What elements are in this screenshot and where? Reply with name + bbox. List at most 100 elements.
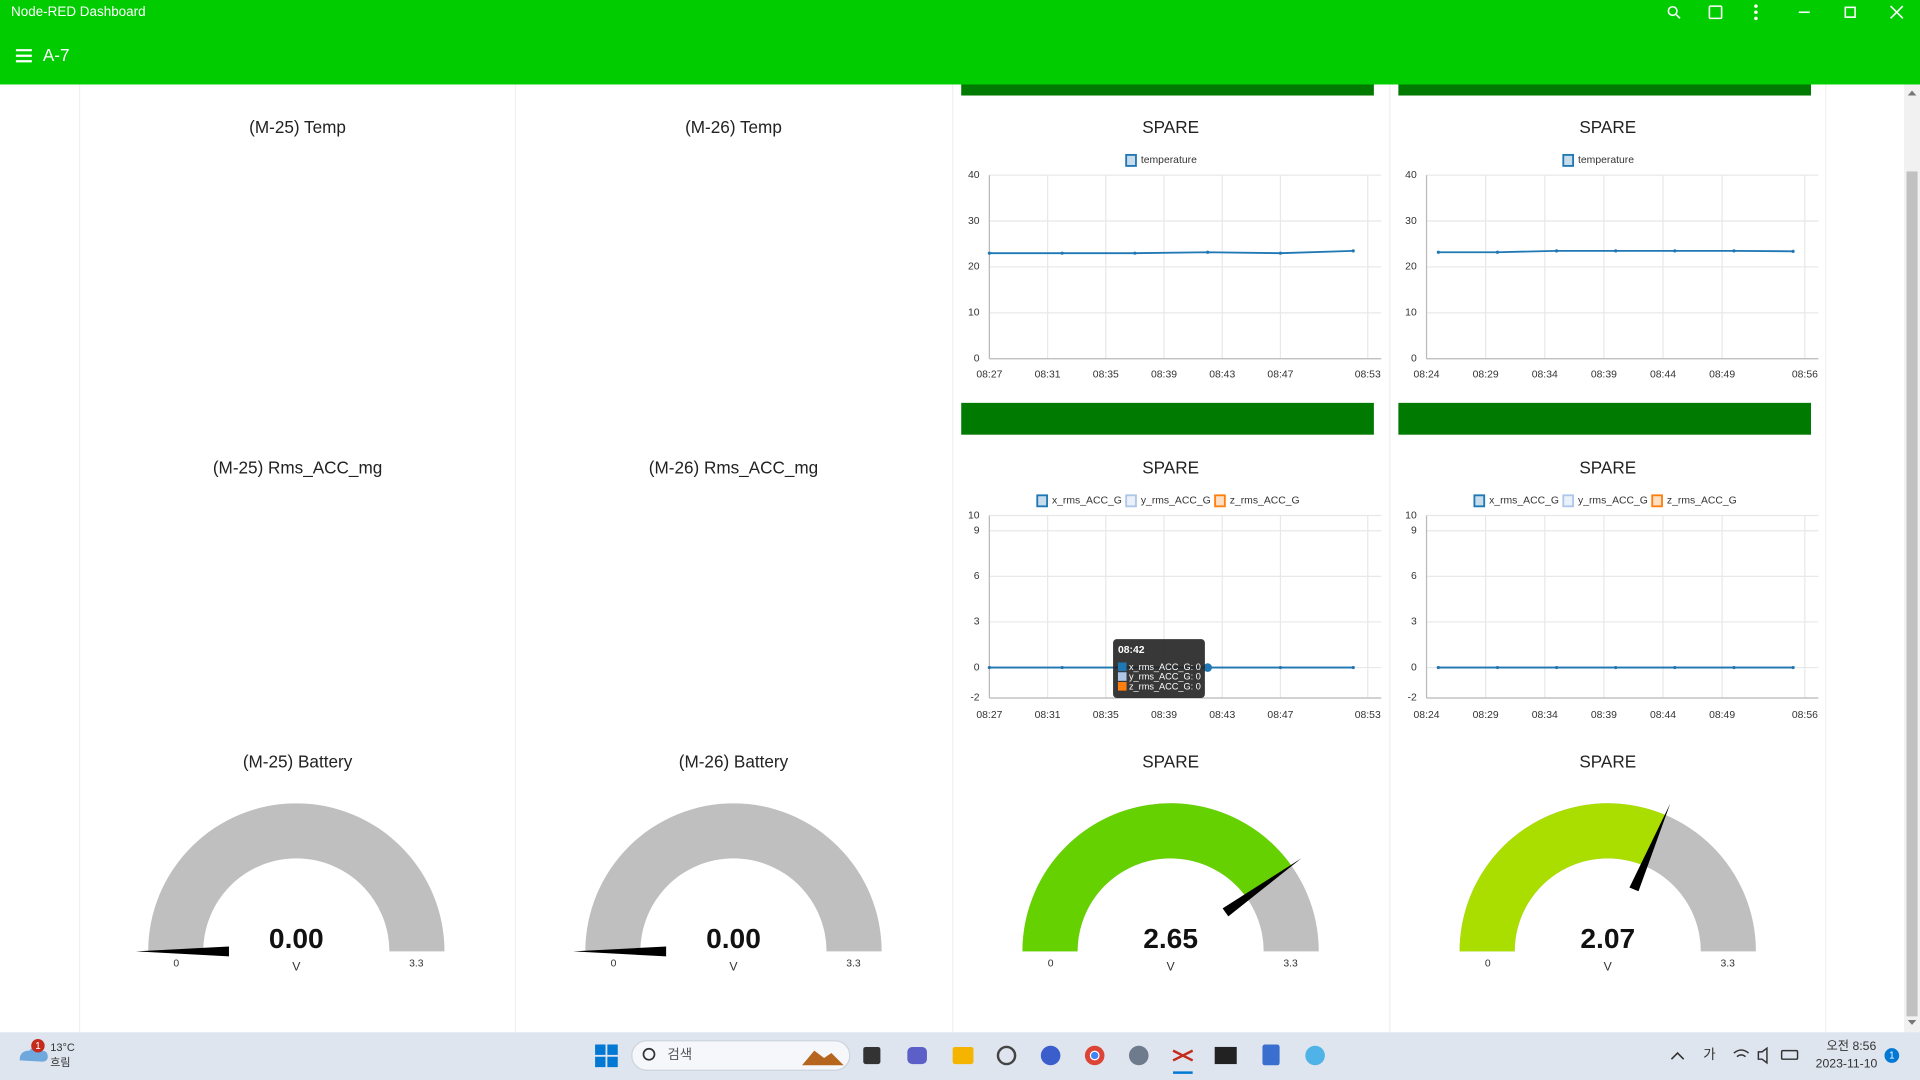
gauge-max: 3.3 (846, 958, 861, 969)
series-point (1555, 249, 1559, 253)
y-tick-label: -2 (970, 693, 979, 704)
gauge-min: 0 (1048, 958, 1054, 969)
search-placeholder: 검색 (667, 1047, 692, 1062)
search-box[interactable] (631, 1040, 851, 1071)
gauge-max: 3.3 (1283, 958, 1298, 969)
gauge-track (585, 803, 882, 952)
legend-swatch (1125, 494, 1137, 508)
gauge-value: 2.07 (1580, 923, 1635, 954)
y-tick-label: 6 (1411, 571, 1417, 582)
notification-count: 1 (1889, 1051, 1894, 1062)
hamburger-menu[interactable] (15, 49, 32, 63)
x-tick-label: 08:24 (1414, 369, 1440, 380)
series-point (1436, 665, 1440, 670)
scrollbar-thumb[interactable] (1906, 171, 1918, 1017)
series-point (1614, 249, 1618, 253)
restore[interactable] (1844, 6, 1856, 18)
widget-title: (M-25) Temp (249, 117, 346, 137)
legend-swatch (1036, 494, 1048, 508)
y-tick-label: 10 (968, 308, 980, 319)
legend-swatch (1473, 494, 1486, 508)
window-title: Node-RED Dashboard (11, 4, 146, 19)
series-point (1436, 250, 1440, 254)
tooltip-title: 08:42 (1118, 645, 1145, 656)
ime-indicator[interactable]: 가 (1703, 1047, 1715, 1062)
widget-title: SPARE (1142, 117, 1199, 137)
weather-temp: 13°C (50, 1042, 75, 1054)
widget-title: SPARE (1579, 751, 1636, 771)
legend-swatch (1651, 494, 1663, 508)
series-point (987, 251, 991, 255)
legend-label: y_rms_ACC_G (1578, 496, 1648, 507)
gauge-fill (1459, 803, 1666, 952)
legend-swatch (1562, 494, 1575, 508)
series-point (1060, 251, 1064, 255)
search-highlight (802, 1050, 844, 1066)
legend-label: x_rms_ACC_G (1489, 496, 1559, 507)
weather-badge (31, 1038, 45, 1053)
legend-label: y_rms_ACC_G (1141, 496, 1211, 507)
gauge-min: 0 (611, 958, 617, 969)
tooltip-swatch (1117, 682, 1127, 691)
x-tick-label: 08:49 (1709, 369, 1735, 380)
y-tick-label: 3 (974, 617, 980, 628)
y-tick-label: 0 (974, 662, 980, 673)
y-tick-label: 6 (974, 571, 980, 582)
gauge-max: 3.3 (1721, 958, 1736, 969)
taskbar-apps[interactable] (863, 1044, 1325, 1074)
clock-time[interactable]: 오전 8:56 (1827, 1039, 1877, 1053)
widget-title: (M-26) Temp (685, 117, 782, 137)
x-tick-label: 08:34 (1532, 710, 1558, 721)
clock-date[interactable]: 2023-11-10 (1816, 1056, 1878, 1070)
start-button[interactable] (595, 1044, 618, 1068)
y-tick-label: -2 (1407, 693, 1416, 704)
tray-icons[interactable] (1733, 1046, 1799, 1065)
tooltip (1113, 639, 1205, 698)
x-tick-label: 08:53 (1355, 710, 1381, 721)
series-point (1614, 665, 1618, 670)
series-point (1278, 665, 1283, 670)
widget-title: (M-25) Rms_ACC_mg (213, 458, 382, 478)
gauge-units: V (1167, 960, 1176, 974)
widget-title: (M-25) Battery (243, 751, 353, 771)
y-tick-label: 0 (1411, 354, 1417, 365)
x-tick-label: 08:31 (1035, 710, 1061, 721)
extension-icon[interactable] (1708, 5, 1723, 20)
series-point (1495, 250, 1500, 254)
y-tick-label: 30 (968, 216, 980, 227)
window-controls (1667, 4, 1904, 21)
tooltip-swatch (1117, 672, 1127, 681)
gauge-track (148, 803, 445, 952)
y-tick-label: 40 (968, 170, 980, 181)
x-tick-label: 08:43 (1209, 369, 1235, 380)
x-tick-label: 08:44 (1650, 369, 1676, 380)
x-tick-label: 08:24 (1414, 710, 1440, 721)
tooltip-swatch (1117, 662, 1127, 672)
app-header (0, 0, 1920, 85)
series-point (1060, 665, 1064, 670)
series-line (989, 249, 1354, 255)
gauge-needle (135, 946, 229, 957)
menu-icon[interactable] (1754, 16, 1758, 21)
series-point (1673, 249, 1677, 253)
gauge-max: 3.3 (409, 958, 424, 969)
series-point (1133, 251, 1137, 255)
x-tick-label: 08:27 (976, 369, 1002, 380)
x-tick-label: 08:39 (1591, 369, 1617, 380)
legend-label: x_rms_ACC_G (1052, 496, 1122, 507)
page-title: A-7 (43, 45, 70, 65)
search-icon[interactable] (1667, 5, 1678, 17)
x-tick-label: 08:47 (1267, 369, 1293, 380)
notification-badge[interactable] (1884, 1048, 1900, 1063)
legend-swatch (1214, 494, 1226, 508)
close[interactable] (1890, 5, 1904, 19)
widget-title: (M-26) Battery (679, 751, 789, 771)
y-tick-label: 40 (1405, 170, 1417, 181)
x-tick-label: 08:47 (1267, 710, 1293, 721)
x-tick-label: 08:31 (1035, 369, 1061, 380)
tray-overflow[interactable] (1670, 1051, 1685, 1060)
x-tick-label: 08:29 (1473, 710, 1499, 721)
gauge-value: 0.00 (269, 923, 324, 954)
y-tick-label: 9 (974, 525, 980, 536)
y-tick-label: 30 (1405, 216, 1417, 227)
